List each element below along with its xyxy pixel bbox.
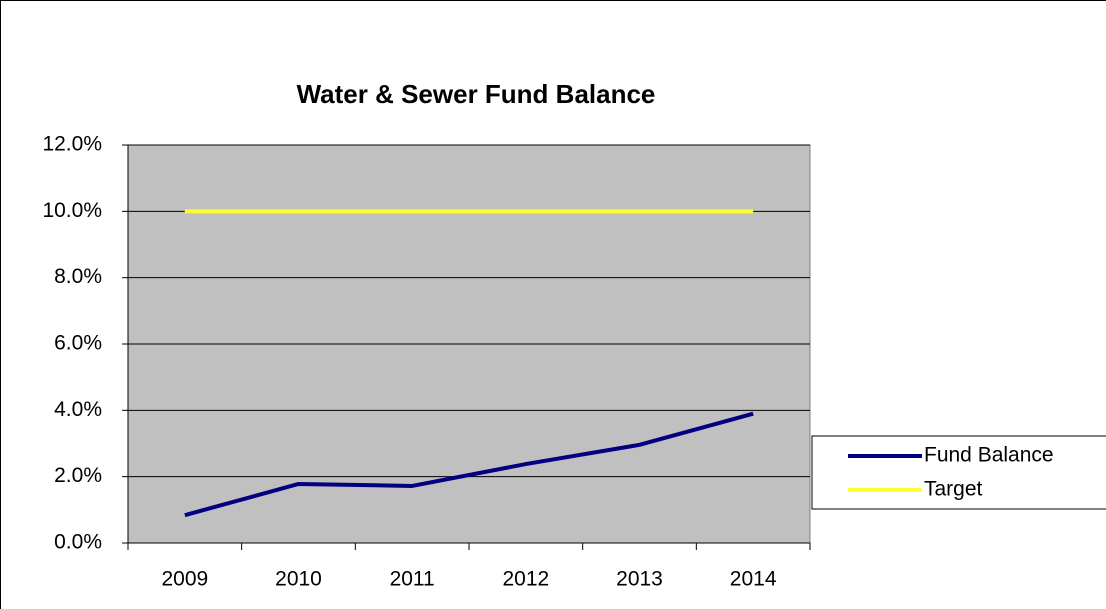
legend-label: Fund Balance — [924, 444, 1054, 467]
y-tick-label: 10.0% — [42, 199, 102, 222]
y-tick-label: 0.0% — [54, 531, 102, 554]
legend-label: Target — [924, 478, 983, 501]
chart-title: Water & Sewer Fund Balance — [297, 79, 656, 109]
y-tick-label: 6.0% — [54, 332, 102, 355]
y-tick-label: 4.0% — [54, 398, 102, 421]
x-tick-label: 2009 — [161, 568, 208, 591]
x-tick-label: 2011 — [390, 568, 435, 591]
x-tick-label: 2013 — [616, 568, 663, 591]
x-tick-label: 2010 — [275, 568, 322, 591]
series-line — [184, 411, 754, 518]
x-tick-label: 2012 — [502, 568, 549, 591]
y-tick-label: 2.0% — [54, 464, 102, 487]
y-tick-label: 8.0% — [54, 265, 102, 288]
x-tick-label: 2014 — [730, 568, 777, 591]
legend-box — [811, 435, 1106, 510]
y-tick-label: 12.0% — [42, 133, 102, 156]
